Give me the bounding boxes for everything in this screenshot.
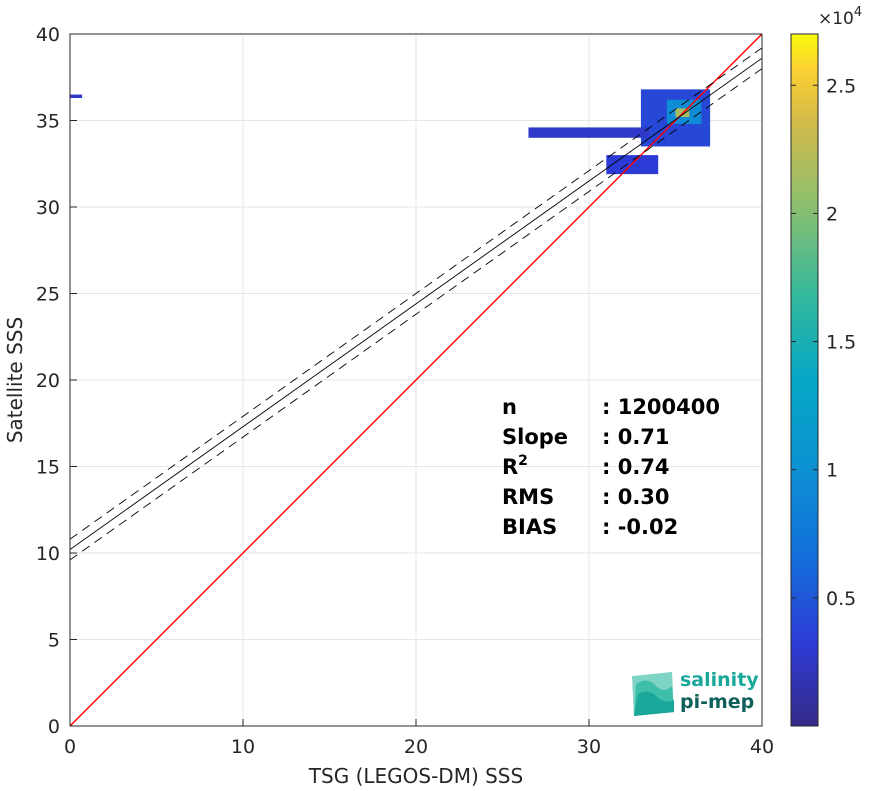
confidence-band-line: [70, 47, 762, 540]
x-axis-label: TSG (LEGOS-DM) SSS: [308, 764, 523, 788]
y-tick-label: 10: [36, 543, 60, 565]
y-tick-label: 25: [36, 284, 60, 306]
colorbar-tick-label: 1.5: [826, 332, 856, 354]
stat-label: BIAS: [502, 515, 557, 539]
regression-lines: [70, 34, 762, 726]
y-axis-label: Satellite SSS: [3, 317, 27, 443]
statistics-panel: n : 1200400 Slope : 0.71 R2 : 0.74 RMS : 0.30 BI…: [502, 395, 720, 539]
y-tick-label: 5: [48, 630, 60, 652]
colorbar-exponent-base: ×10: [818, 9, 854, 29]
confidence-band-line: [70, 68, 762, 561]
logo-line2: pi-mep: [680, 691, 754, 713]
colorbar-tick-label: 1: [826, 460, 838, 482]
axis-ticks: 0 10 20 30 40 0 5 10 15 20 25 30 35 40: [36, 24, 774, 758]
stat-value: : -0.02: [602, 515, 678, 539]
y-tick-label: 30: [36, 197, 60, 219]
y-tick-label: 40: [36, 24, 60, 46]
density-cell: [70, 94, 83, 99]
colorbar: [790, 33, 819, 727]
stat-value: : 0.74: [602, 455, 670, 479]
x-tick-label: 40: [750, 736, 774, 758]
stat-label: n: [502, 395, 517, 419]
logo-line1: salinity: [680, 669, 759, 691]
stat-value: : 1200400: [602, 395, 720, 419]
x-tick-label: 10: [231, 736, 255, 758]
colorbar-exponent-power: 4: [854, 5, 862, 20]
colorbar-tick-label: 2: [826, 203, 838, 225]
y-tick-label: 15: [36, 457, 60, 479]
density-cell: [528, 127, 650, 138]
stat-label: Slope: [502, 425, 568, 449]
stat-label: R2: [502, 453, 528, 479]
y-tick-label: 0: [48, 716, 60, 738]
regression-fit-line: [70, 57, 762, 550]
identity-line: [70, 34, 762, 726]
colorbar-exponent: ×104: [818, 5, 862, 29]
x-tick-label: 0: [64, 736, 76, 758]
x-tick-label: 20: [404, 736, 428, 758]
stat-label: RMS: [502, 485, 554, 509]
colorbar-tick-label: 2.5: [826, 75, 856, 97]
colorbar-tick-label: 0.5: [826, 588, 856, 610]
stat-value: : 0.30: [602, 485, 670, 509]
y-tick-label: 35: [36, 111, 60, 133]
density-heatmap: [70, 89, 711, 175]
stat-label-superscript: 2: [518, 453, 528, 469]
wave-logo-icon: [632, 672, 674, 716]
colorbar-ticks: 0.5 1 1.5 2 2.5: [791, 75, 856, 610]
x-tick-label: 30: [577, 736, 601, 758]
salinity-pi-mep-logo: salinity pi-mep: [632, 669, 759, 716]
stat-value: : 0.71: [602, 425, 670, 449]
y-tick-label: 20: [36, 370, 60, 392]
